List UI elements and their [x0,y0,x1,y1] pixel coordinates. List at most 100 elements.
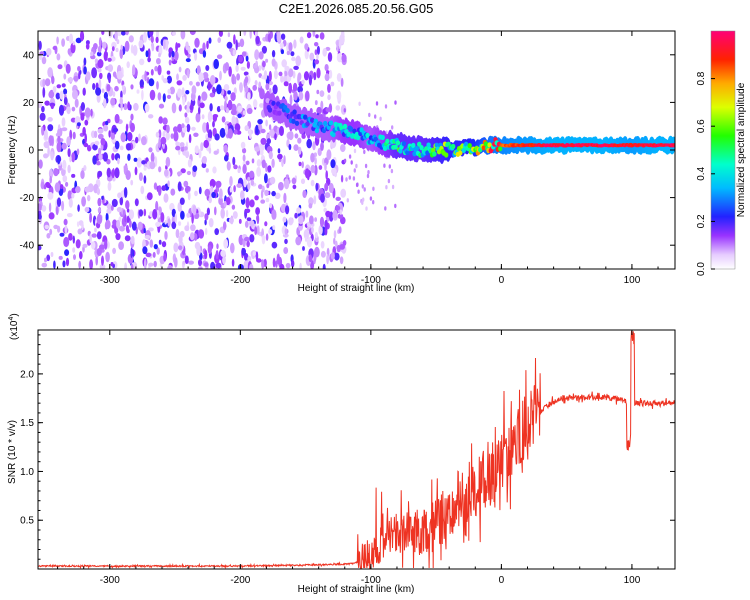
spectrogram-noise-blob [392,185,394,189]
spectrogram-noise-blob [139,40,144,49]
spectrogram-noise-blob [145,104,150,113]
ridge-core [444,152,448,157]
spectrogram-noise-blob [68,48,71,55]
spectrogram-noise-blob [105,252,110,263]
spectrogram-noise-blob [198,107,200,115]
spectrogram-noise-blob [158,92,162,100]
spectrogram-noise-blob [175,146,180,151]
spectrogram-noise-blob [58,64,63,69]
spectrogram-noise-blob [89,233,92,243]
spectrogram-noise-blob [80,113,84,121]
spectrogram-noise-blob [164,231,167,240]
spectrogram-noise-blob [130,247,132,258]
spectrogram-noise-blob [198,95,201,100]
spectrogram-noise-blob [127,61,130,68]
spectrogram-noise-blob [131,236,135,245]
spectrogram-noise-blob [153,252,156,258]
spectrogram-noise-blob [130,180,133,186]
spectrogram-noise-blob [243,28,246,36]
spectrogram-noise-blob [247,256,251,262]
spectrogram-noise-blob [354,149,356,153]
spectrogram-noise-blob [99,73,103,79]
ridge-core [381,135,385,140]
spectrogram-noise-blob [394,100,396,104]
spectrogram-noise-blob [184,112,187,117]
spectrogram-noise-blob [108,28,113,38]
spectrogram-noise-blob [121,45,123,51]
spectrogram-noise-blob [206,168,209,173]
spectrogram-noise-blob [245,221,249,228]
spectrogram-noise-blob [205,65,209,71]
spectrogram-noise-blob [385,104,387,108]
spectrogram-noise-blob [146,50,149,57]
spectrogram-noise-blob [115,233,120,240]
spectrogram-noise-blob [316,90,319,94]
spectrogram-noise-blob [73,236,75,244]
spectrogram-noise-blob [295,236,301,245]
spectrogram-noise-blob [62,143,67,150]
spectrogram-noise-blob [244,85,248,93]
spectrogram-noise-blob [163,253,166,262]
spectrogram-noise-blob [317,46,320,55]
spectrogram-noise-blob [198,72,203,82]
spectrogram-noise-blob [224,84,230,91]
spectrogram-noise-blob [85,186,91,192]
spectrogram-noise-blob [372,200,374,204]
spectrogram-noise-blob [331,252,335,260]
spectrogram-noise-blob [357,190,359,194]
spectrogram-noise-blob [71,152,75,162]
spectrogram-noise-blob [127,132,132,141]
spectrogram-noise-blob [261,259,264,269]
spectrogram-noise-blob [48,91,54,99]
spectrogram-noise-blob [130,123,135,133]
spectrogram-noise-blob [194,52,197,61]
spectrogram-noise-blob [140,186,144,194]
spectrogram-noise-blob [133,103,139,111]
ridge-core [343,124,347,129]
spectrogram-noise-blob [219,71,222,81]
spectrogram-noise-blob [67,165,70,173]
spectrogram-noise-blob [182,87,185,96]
spectrogram-noise-blob [241,248,246,256]
spectrogram-y-tick-label: 40 [23,50,35,61]
spectrogram-noise-blob [73,76,79,81]
spectrogram-noise-blob [38,159,42,168]
spectrogram-noise-blob [104,51,108,61]
spectrogram-noise-blob [49,176,52,184]
spectrogram-noise-blob [247,92,251,101]
spectrogram-noise-blob [189,134,192,143]
spectrogram-noise-blob [279,72,283,77]
spectrogram-noise-blob [125,41,130,52]
spectrogram-noise-blob [199,102,204,108]
spectrogram-noise-blob [262,61,266,67]
spectrogram-noise-blob [42,263,48,268]
spectrogram-noise-blob [246,56,249,62]
spectrogram-noise-blob [232,259,235,267]
spectrogram-noise-blob [246,197,250,208]
ridge-core [415,146,419,151]
colorbar-tick-label: 0.4 [696,166,707,180]
spectrogram-noise-blob [72,107,76,112]
spectrogram-noise-blob [120,146,124,151]
spectrogram-noise-blob [179,67,182,73]
snr-y-label: SNR (10 * v/v) [7,420,18,484]
spectrogram-noise-blob [144,209,147,216]
spectrogram-noise-blob [315,232,318,238]
spectrogram-noise-blob [336,105,341,111]
spectrogram-noise-blob [175,213,177,223]
spectrogram-noise-blob [275,260,278,267]
spectrogram-noise-blob [137,89,140,93]
spectrogram-noise-blob [199,187,202,194]
spectrogram-noise-blob [78,72,80,80]
spectrogram-noise-blob [206,122,209,133]
spectrogram-noise-blob [284,66,289,72]
spectrogram-noise-blob [188,191,191,200]
spectrogram-noise-blob [262,160,266,169]
spectrogram-noise-blob [159,104,164,109]
spectrogram-x-tick-label: 100 [624,275,641,286]
spectrogram-noise-blob [293,83,297,92]
spectrogram-noise-blob [331,82,335,87]
spectrogram-noise-blob [82,244,87,248]
spectrogram-noise-blob [166,125,170,133]
spectrogram-noise-blob [99,244,105,249]
